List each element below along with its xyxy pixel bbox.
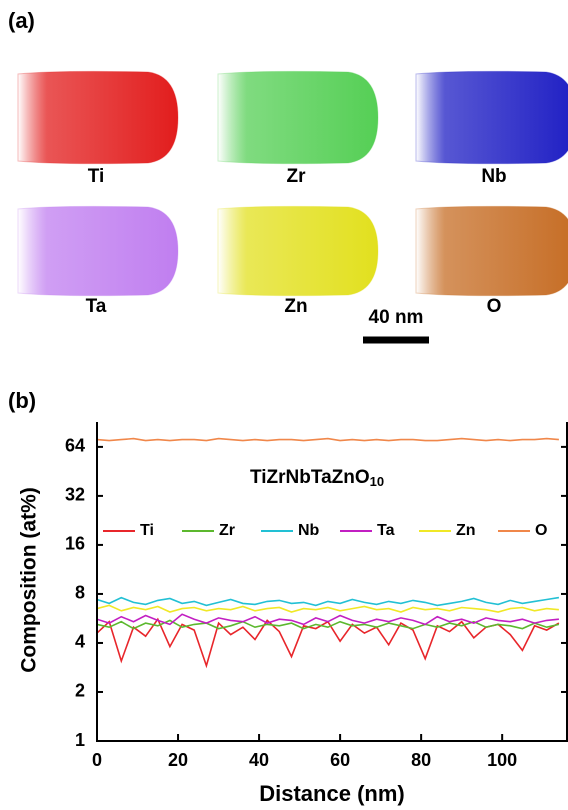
series-line: [97, 596, 560, 607]
axis-frame: [96, 422, 568, 742]
element-label: Zr: [287, 166, 307, 187]
legend-label: O: [535, 522, 547, 539]
series-line: [97, 604, 559, 613]
element-map: [415, 70, 568, 165]
legend-label: Zr: [219, 522, 235, 539]
series-line: [97, 619, 560, 630]
x-tick-label: 80: [411, 750, 431, 770]
legend-label: Ti: [140, 522, 154, 539]
panel-label: (a): [8, 8, 35, 33]
element-map: [17, 205, 179, 297]
x-axis-title: Distance (nm): [259, 781, 404, 806]
x-tick-label: 20: [168, 750, 188, 770]
y-tick-label: 1: [75, 730, 85, 750]
element-label: Nb: [481, 166, 506, 187]
element-label: Zn: [284, 296, 307, 317]
element-label: Ti: [88, 166, 105, 187]
x-tick-label: 40: [249, 750, 269, 770]
x-tick-label: 100: [487, 750, 517, 770]
element-label: Ta: [86, 296, 107, 317]
panel-label: (b): [8, 388, 36, 413]
annotation: TiZrNbTaZnO10: [250, 467, 384, 489]
element-map: [217, 205, 379, 297]
y-tick-label: 32: [65, 485, 85, 505]
element-map: [415, 205, 568, 297]
y-tick-label: 2: [75, 681, 85, 701]
element-map: [217, 70, 379, 165]
legend-label: Ta: [377, 522, 395, 539]
annotation-sub: 10: [370, 474, 384, 489]
element-map: [17, 70, 179, 165]
annotation-main: TiZrNbTaZnO: [250, 467, 370, 488]
y-tick-label: 8: [75, 583, 85, 603]
x-tick-label: 0: [92, 750, 102, 770]
y-tick-label: 16: [65, 534, 85, 554]
series-line: [97, 437, 559, 442]
scale-bar-label: 40 nm: [369, 307, 424, 328]
y-axis-title: Composition (at%): [18, 487, 41, 672]
element-label: O: [487, 296, 502, 317]
series-line: [97, 613, 559, 626]
y-tick-label: 64: [65, 436, 85, 456]
legend-label: Zn: [456, 522, 476, 539]
y-tick-label: 4: [75, 632, 85, 652]
x-tick-label: 60: [330, 750, 350, 770]
legend-label: Nb: [298, 522, 320, 539]
